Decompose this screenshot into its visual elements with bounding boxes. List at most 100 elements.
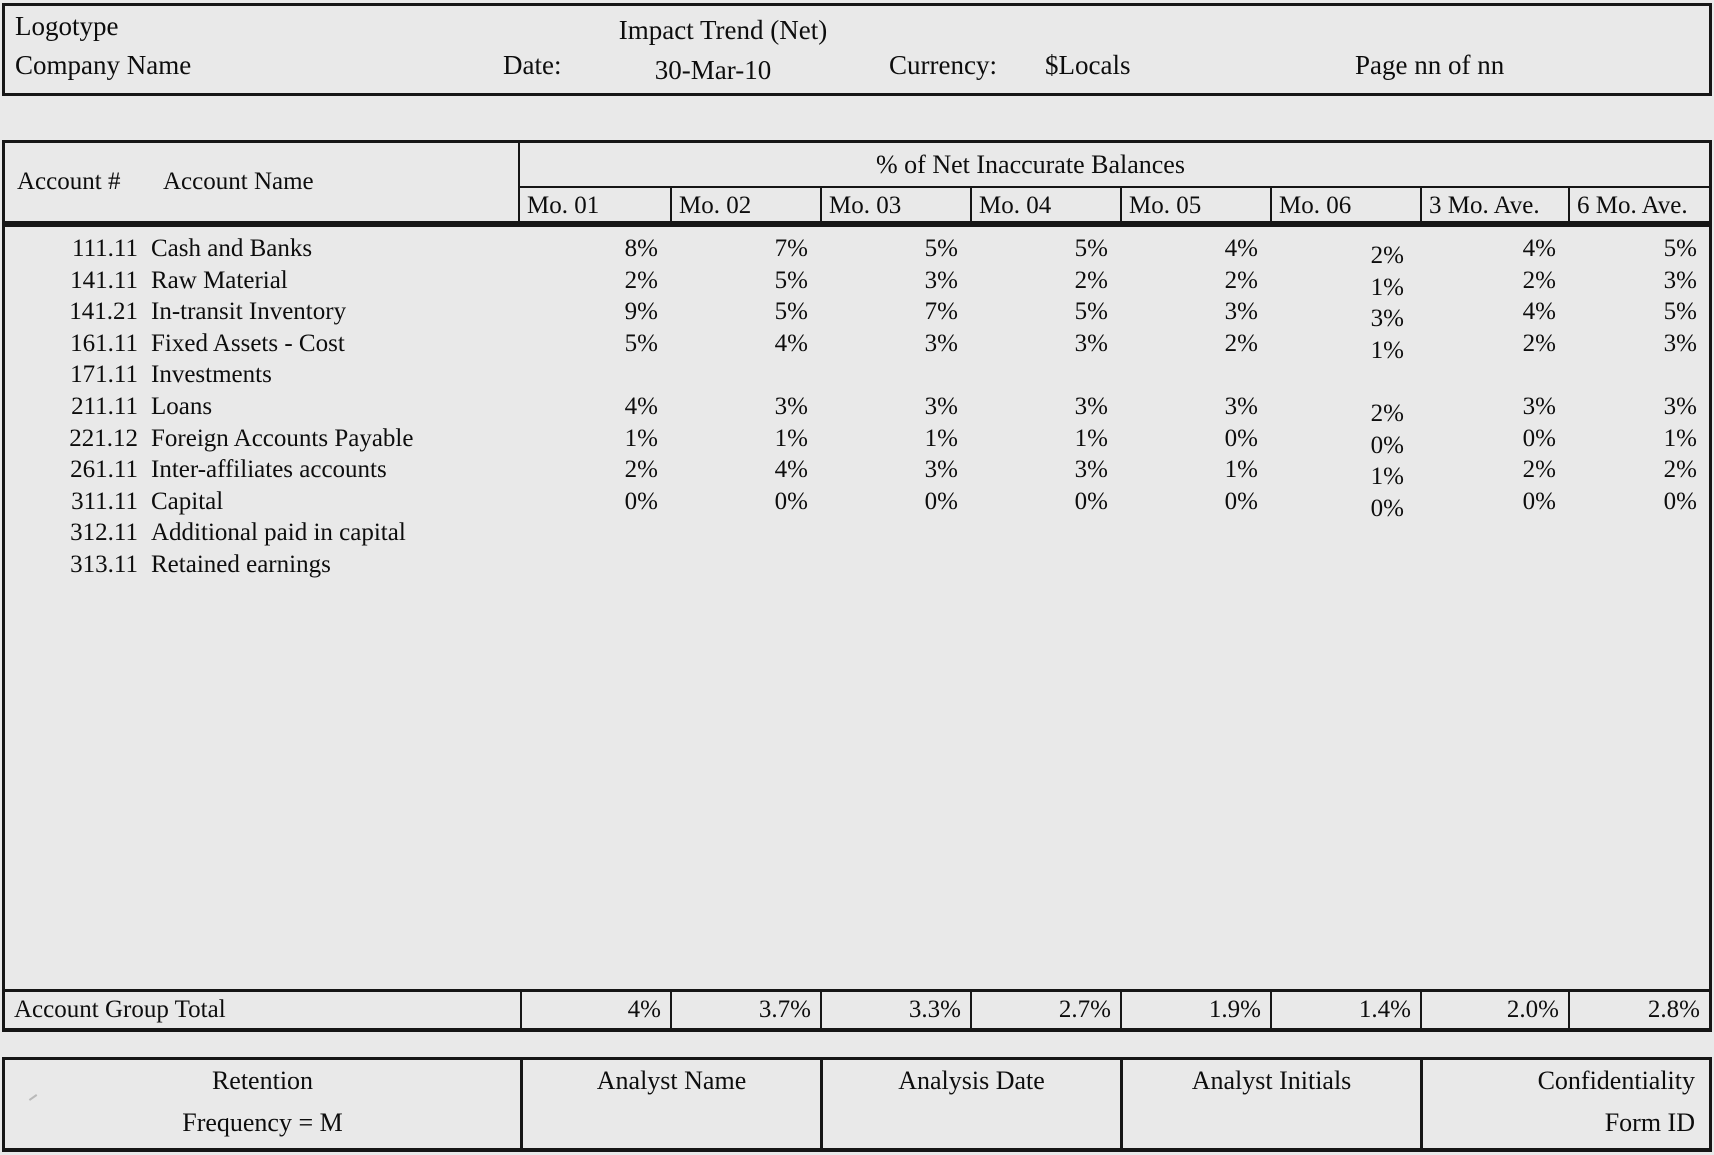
value-cell: 3% [774, 392, 808, 420]
value-cell: 3% [924, 266, 958, 294]
value-cell: 1% [1370, 273, 1404, 301]
account-name: Capital [151, 487, 224, 515]
value-cell: 3% [924, 329, 958, 357]
table-row: 313.11 Retained earnings [5, 549, 1709, 581]
value-cell: 0% [624, 487, 658, 515]
column-header-2: Mo. 02 [670, 188, 820, 221]
column-header-8: 6 Mo. Ave. [1568, 188, 1709, 221]
column-header-7: 3 Mo. Ave. [1420, 188, 1568, 221]
value-cell: 3% [924, 456, 958, 484]
value-cell: 1% [624, 424, 658, 452]
value-cell: 2% [1074, 266, 1108, 294]
value-cell: 4% [1224, 235, 1258, 262]
value-cell [820, 359, 970, 391]
value-cell: 1% [924, 424, 958, 452]
value-cell [970, 517, 1120, 549]
value-cell: 2% [1224, 329, 1258, 357]
value-cell [1420, 549, 1568, 581]
account-number: 141.11 [70, 266, 138, 294]
total-cell: 2.7% [970, 992, 1120, 1028]
value-cell: 0% [1224, 424, 1258, 452]
account-number-header: Account # [17, 168, 121, 195]
value-cell: 2% [1370, 399, 1404, 427]
value-cell: 0% [1522, 424, 1556, 452]
account-number: 111.11 [72, 235, 138, 262]
value-cell: 1% [1370, 336, 1404, 364]
column-header-1: Mo. 01 [527, 192, 600, 219]
value-cell: 2% [1522, 329, 1556, 357]
account-name: Raw Material [151, 266, 288, 294]
analyst-initials-label: Analyst Initials [1191, 1066, 1352, 1095]
value-cell [1420, 359, 1568, 391]
account-name: Foreign Accounts Payable [151, 424, 414, 452]
value-cell: 2% [624, 456, 658, 484]
analyst-initials-cell: Analyst Initials [1120, 1060, 1420, 1148]
value-cell: 2% [1663, 456, 1697, 484]
value-cell [1120, 549, 1270, 581]
value-cell: 5% [1663, 298, 1697, 326]
table-row: 161.11 Fixed Assets - Cost 5% 4% 3% 3% 2% 1% 2% 3… [5, 328, 1709, 364]
confidentiality-cell: Confidentiality Form ID [1420, 1060, 1709, 1148]
retention-cell: Retention Frequency = M [5, 1060, 520, 1148]
confidentiality-label: Confidentiality [1537, 1066, 1695, 1095]
account-number: 221.12 [69, 424, 138, 452]
analyst-name-cell: Analyst Name [520, 1060, 820, 1148]
value-cell: 9% [624, 298, 658, 326]
value-cell: 4% [1522, 298, 1556, 326]
table-row: 171.11 Investments [5, 359, 1709, 391]
value-cell [520, 359, 670, 391]
value-cell [970, 359, 1120, 391]
analysis-date-label: Analysis Date [898, 1066, 1045, 1095]
value-cell [1568, 549, 1709, 581]
analysis-date-cell: Analysis Date [820, 1060, 1120, 1148]
value-cell: 1% [1370, 463, 1404, 491]
value-cell: 5% [1663, 235, 1697, 262]
account-name: Inter-affiliates accounts [151, 456, 387, 484]
value-cell [970, 549, 1120, 581]
value-cell: 5% [624, 329, 658, 357]
value-cell: 2% [1522, 456, 1556, 484]
value-cell [1270, 556, 1420, 588]
column-header-4: Mo. 04 [970, 188, 1120, 221]
table-row: 111.11 Cash and Banks 8% 7% 5% 5% 4% 2% 4% 5% [5, 233, 1709, 269]
value-cell [1120, 517, 1270, 549]
group-header: % of Net Inaccurate Balances [520, 143, 1709, 188]
page-number-label: Page nn of nn [1355, 50, 1505, 80]
currency-label: Currency: [889, 50, 997, 80]
value-cell: 2% [1224, 266, 1258, 294]
value-cell: 2% [1522, 266, 1556, 294]
total-cell: 3.7% [670, 992, 820, 1028]
month-header-row: Mo. 01 Mo. 02 Mo. 03 Mo. 04 Mo. 05 Mo. 06 3 Mo… [520, 188, 1709, 221]
value-cell [670, 549, 820, 581]
account-number: 313.11 [70, 550, 138, 578]
value-cell: 1% [774, 424, 808, 452]
value-cell: 7% [774, 235, 808, 262]
value-cell: 3% [1663, 329, 1697, 357]
account-name: Loans [151, 392, 213, 420]
account-name: Cash and Banks [151, 235, 313, 262]
account-number: 311.11 [71, 487, 138, 515]
value-cell: 0% [1663, 487, 1697, 515]
account-number: 161.11 [70, 329, 138, 357]
value-cell: 0% [1370, 431, 1404, 459]
value-cell: 3% [1522, 392, 1556, 420]
value-cell: 0% [924, 487, 958, 515]
account-number: 211.11 [71, 392, 138, 420]
table-row: 141.11 Raw Material 2% 5% 3% 2% 2% 1% 2% 3% [5, 265, 1709, 301]
value-cell: 3% [1074, 456, 1108, 484]
value-cell: 1% [1663, 424, 1697, 452]
account-name: Investments [151, 361, 272, 389]
value-cell [1270, 524, 1420, 556]
value-cell: 3% [1224, 298, 1258, 326]
value-cell: 5% [774, 298, 808, 326]
value-cell: 1% [1224, 456, 1258, 484]
table-row: 211.11 Loans 4% 3% 3% 3% 3% 2% 3% 3% [5, 391, 1709, 427]
total-cell: 1.9% [1120, 992, 1270, 1028]
value-cell [1270, 366, 1420, 398]
value-cell: 0% [1370, 494, 1404, 522]
value-cell: 3% [1370, 305, 1404, 333]
value-cell: 4% [774, 329, 808, 357]
column-header-5: Mo. 05 [1120, 188, 1270, 221]
value-cell: 3% [1224, 392, 1258, 420]
